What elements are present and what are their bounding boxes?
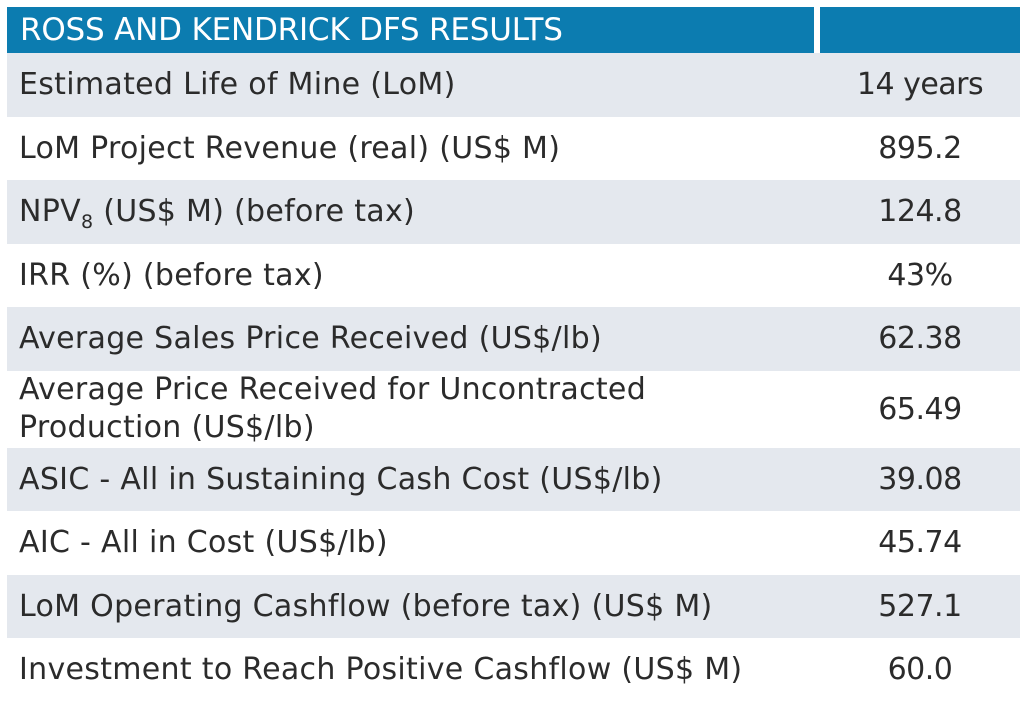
- npv-subscript: 8: [80, 211, 94, 234]
- row-label: Average Price Received for Uncontracted …: [19, 372, 647, 445]
- row-value: 39.08: [878, 461, 962, 497]
- table-row: Estimated Life of Mine (LoM) 14 years: [7, 53, 1020, 117]
- row-label: LoM Project Revenue (real) (US$ M): [19, 130, 561, 166]
- npv-label-suffix: (US$ M) (before tax): [93, 194, 416, 230]
- row-value: 43%: [887, 257, 953, 293]
- row-value: 124.8: [878, 194, 962, 230]
- npv-label-text: NPV: [19, 194, 81, 230]
- table-row: LoM Project Revenue (real) (US$ M) 895.2: [7, 116, 1020, 180]
- dfs-results-table: ROSS AND KENDRICK DFS RESULTS Estimated …: [7, 7, 1020, 702]
- row-value: 14 years: [856, 67, 984, 103]
- row-label: ASIC - All in Sustaining Cash Cost (US$/…: [19, 461, 663, 497]
- header-value-cell: [820, 7, 1020, 53]
- row-label: Estimated Life of Mine (LoM): [19, 67, 456, 103]
- table-title: ROSS AND KENDRICK DFS RESULTS: [20, 12, 563, 48]
- row-value: 45.74: [878, 525, 962, 561]
- table-row: AIC - All in Cost (US$/lb) 45.74: [7, 511, 1020, 575]
- row-value: 62.38: [878, 321, 962, 357]
- row-label: AIC - All in Cost (US$/lb): [19, 525, 388, 561]
- table-row: Average Sales Price Received (US$/lb) 62…: [7, 307, 1020, 371]
- table-row: LoM Operating Cashflow (before tax) (US$…: [7, 574, 1020, 638]
- row-value: 895.2: [878, 130, 962, 166]
- row-value: 65.49: [878, 391, 962, 427]
- row-value: 527.1: [878, 588, 962, 624]
- header-divider: [814, 7, 820, 53]
- row-label: NPV8 (US$ M) (before tax): [7, 192, 820, 234]
- table-row: NPV8 (US$ M) (before tax) 124.8: [7, 180, 1020, 244]
- row-value: 60.0: [887, 652, 953, 688]
- table-header: ROSS AND KENDRICK DFS RESULTS: [7, 7, 1020, 53]
- row-label: Investment to Reach Positive Cashflow (U…: [19, 652, 743, 688]
- row-label: LoM Operating Cashflow (before tax) (US$…: [19, 588, 713, 624]
- table-row: Average Price Received for Uncontracted …: [7, 370, 1020, 448]
- row-label: IRR (%) (before tax): [19, 257, 324, 293]
- row-label: Average Sales Price Received (US$/lb): [19, 321, 602, 357]
- table-row: ASIC - All in Sustaining Cash Cost (US$/…: [7, 447, 1020, 511]
- table-row: IRR (%) (before tax) 43%: [7, 243, 1020, 307]
- table-row: Investment to Reach Positive Cashflow (U…: [7, 638, 1020, 702]
